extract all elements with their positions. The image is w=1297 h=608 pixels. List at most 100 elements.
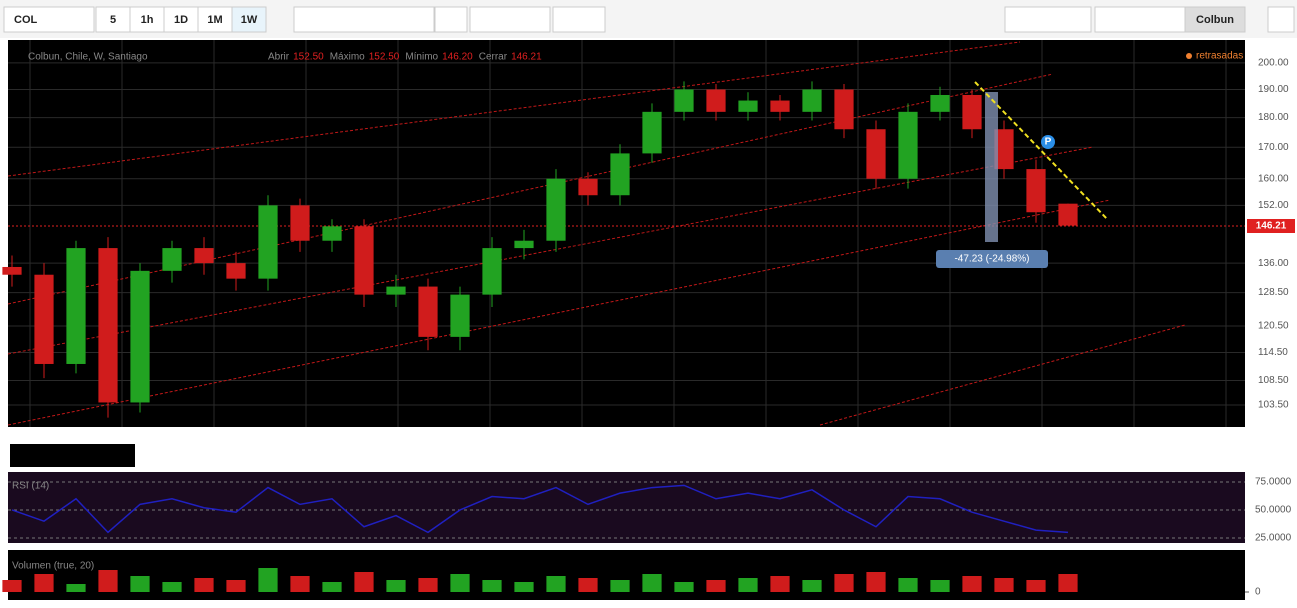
pin-label: P (1045, 137, 1052, 148)
candle-body (258, 205, 278, 279)
symbol-box[interactable] (3, 6, 95, 33)
y-tick-label: 136.00 (1258, 258, 1289, 269)
indicator-buttons[interactable] (469, 6, 551, 33)
status-dot (1186, 53, 1192, 59)
interval-button[interactable] (129, 6, 165, 33)
ohlc-value: 146.21 (511, 52, 542, 63)
interval-button[interactable] (231, 6, 267, 33)
volume-bar (258, 568, 278, 592)
rsi-tick-label: 50.0000 (1255, 505, 1292, 516)
volume-bar (2, 580, 22, 592)
ohlc-label: Máximo (330, 52, 365, 63)
y-tick-label: 170.00 (1258, 142, 1289, 153)
ohlc-label: Cerrar (479, 52, 508, 63)
volume-bar (738, 578, 758, 592)
candle-body (834, 89, 854, 130)
candle-body (546, 178, 566, 241)
volume-bar (418, 578, 438, 592)
blank-box (10, 444, 135, 467)
undo-redo[interactable] (552, 6, 606, 33)
candle-body (898, 111, 918, 179)
volume-bar (706, 580, 726, 592)
snapshot-buttons[interactable] (1004, 6, 1092, 33)
candle-body (610, 153, 630, 196)
measure-box (985, 92, 998, 242)
symbol: COL (14, 14, 38, 26)
volume-bar (290, 576, 310, 592)
measure-label: -47.23 (-24.98%) (954, 254, 1029, 265)
rsi-line (11, 484, 1069, 534)
vol-title: Volumen (true, 20) (12, 561, 94, 572)
volume-bar (322, 582, 342, 592)
volume-bar (354, 572, 374, 592)
y-tick-label: 180.00 (1258, 112, 1289, 123)
candle-body (162, 248, 182, 271)
cloud-buttons[interactable] (1094, 6, 1186, 33)
volume-bar (642, 574, 662, 592)
measure-label-box (936, 250, 1048, 268)
candle-body (226, 263, 246, 279)
y-tick-label: 152.00 (1258, 200, 1289, 211)
candle-body (322, 226, 342, 241)
candle-body (866, 129, 886, 179)
interval-button[interactable] (197, 6, 233, 33)
volume-bar (802, 580, 822, 592)
price-axis (1245, 40, 1297, 427)
y-tick-label: 160.00 (1258, 173, 1289, 184)
candle-body (514, 240, 534, 249)
settings-button[interactable] (434, 6, 468, 33)
layout-button[interactable] (1184, 6, 1246, 33)
y-tick-label: 114.50 (1258, 347, 1288, 358)
volume-bar (226, 580, 246, 592)
volume-bar (162, 582, 182, 592)
candle-body (578, 178, 598, 196)
volume-bar (514, 582, 534, 592)
candle-body (930, 94, 950, 112)
volume-bar (962, 576, 982, 592)
interval-button[interactable] (163, 6, 199, 33)
price-pane (8, 40, 1245, 427)
candle-body (706, 89, 726, 112)
rsi-tick-label: 25.0000 (1255, 533, 1292, 544)
volume-bar (770, 576, 790, 592)
candle-body (290, 205, 310, 241)
volume-bar (1058, 574, 1078, 592)
candle-body (194, 248, 214, 264)
candle-body (994, 129, 1014, 170)
candle-body (802, 89, 822, 112)
fullscreen-button[interactable] (1267, 6, 1295, 33)
volume-bar (450, 574, 470, 592)
chart-type-buttons[interactable] (293, 6, 435, 33)
candle-body (770, 100, 790, 112)
channels (7, 41, 1186, 426)
candle-body (34, 274, 54, 364)
ohlc-value: 146.20 (442, 52, 473, 63)
pin[interactable] (1041, 135, 1055, 149)
volume-bar (994, 578, 1014, 592)
rsi-title: RSI (14) (12, 481, 49, 492)
candle-body (1026, 169, 1046, 213)
interval-label: 1W (241, 14, 258, 26)
interval-label: 1M (207, 14, 222, 26)
interval-button[interactable] (95, 6, 131, 33)
ohlc-label: Mínimo (405, 52, 438, 63)
y-tick-label: 200.00 (1258, 57, 1289, 68)
volume-bar (578, 578, 598, 592)
ohlc-label: Abrir (268, 52, 290, 63)
candle-body (98, 248, 118, 403)
volume-bar (610, 580, 630, 592)
volume-bar (546, 576, 566, 592)
chart-title: Colbun, Chile, W, Santiago (28, 52, 148, 63)
candle-body (2, 266, 22, 275)
interval-label: 5 (110, 14, 116, 26)
y-tick-label: 103.50 (1258, 400, 1289, 411)
candle-body (418, 286, 438, 337)
y-tick-label: 190.00 (1258, 84, 1289, 95)
volume-bar (98, 570, 118, 592)
volume-bar (482, 580, 502, 592)
ohlc-value: 152.50 (293, 52, 324, 63)
volume-bar (66, 584, 86, 592)
rsi-band (8, 472, 1245, 543)
y-tick-label: 108.50 (1258, 375, 1289, 386)
